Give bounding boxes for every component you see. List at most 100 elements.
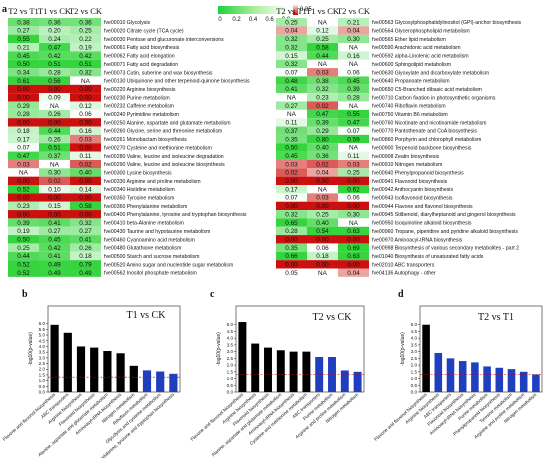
heatmap-cell xyxy=(70,26,101,35)
heatmap-cell-value: 0.25 xyxy=(316,36,329,43)
heatmap-cell xyxy=(39,235,70,244)
heatmap-cell-value: 0.26 xyxy=(48,111,61,118)
heatmap-cell-value: 0.55 xyxy=(17,36,30,43)
heatmap-cell xyxy=(8,134,39,144)
heatmap-cell xyxy=(70,51,101,60)
plot-frame xyxy=(419,305,543,393)
heatmap-cell-value: 0.24 xyxy=(48,36,61,43)
heatmap-cell xyxy=(70,268,101,277)
heatmap-cell xyxy=(338,260,369,269)
heatmap-cell xyxy=(8,193,39,202)
heatmap-cell xyxy=(338,243,369,252)
heatmap-cell-value: 0.28 xyxy=(17,111,30,118)
heatmap-cell xyxy=(307,101,338,110)
heatmap-cell xyxy=(307,210,338,219)
heatmap-cell xyxy=(8,218,39,227)
heatmap-cell-value: 0.61 xyxy=(17,78,30,85)
heatmap-row-label: fve00562 Inositol phosphate metabolism xyxy=(104,271,197,277)
heatmap-cell-value: 0.03 xyxy=(17,161,30,168)
heatmap-cell-value: 0.17 xyxy=(17,136,30,143)
heatmap-cell xyxy=(307,134,338,144)
heatmap-cell-value: 0.38 xyxy=(17,19,30,26)
bar-chart-t1-vs-ck: bT1 vs CK0.00.51.01.52.02.53.03.54.04.55… xyxy=(2,289,181,458)
heatmap-cell-value: 0.03 xyxy=(316,69,329,76)
heatmap-cell xyxy=(338,218,369,227)
heatmap-cell-value: 0.00 xyxy=(285,178,298,185)
heatmap-cell-value: 0.65 xyxy=(285,220,298,227)
heatmap-cell-value: NA xyxy=(318,19,328,26)
heatmap-row-label: fve00940 Phenylpropanoid biosynthesis xyxy=(372,170,464,176)
y-tick-label: 0.5 xyxy=(411,383,418,388)
heatmap-cell-value: 0.02 xyxy=(48,178,61,185)
heatmap-row-label: fve00330 Arginine and proline metabolism xyxy=(104,179,201,185)
heatmap-cell-value: 0.37 xyxy=(48,153,61,160)
heatmap-row-label: fve00520 Amino sugar and nucleotide suga… xyxy=(104,262,233,268)
heatmap-cell xyxy=(39,109,70,119)
heatmap-row-label: fve00564 Glycerophospholipid metabolism xyxy=(372,29,470,35)
heatmap-cell xyxy=(39,68,70,77)
heatmap-cell-value: 0.30 xyxy=(347,36,360,43)
heatmap-cell xyxy=(39,151,70,160)
heatmap-cell xyxy=(70,59,101,69)
heatmap-cell xyxy=(276,201,307,211)
bar xyxy=(532,374,540,392)
heatmap-cell xyxy=(8,151,39,160)
heatmap-cell-value: NA xyxy=(318,186,328,193)
heatmap-cell xyxy=(70,109,101,119)
heatmap-row-label: fve00770 Pantothenate and CoA biosynthes… xyxy=(372,129,477,135)
heatmap-cell-value: 0.06 xyxy=(347,195,360,202)
heatmap-cell-value: 0.09 xyxy=(48,95,61,102)
heatmap-cell-value: 0.00 xyxy=(285,262,298,269)
heatmap-cell-value: 0.02 xyxy=(79,161,92,168)
bar-chart-t2-vs-ck: c T2 vs CK 0.0 0.5 1.0 1.52.0 2.5 3.0 3.54.0 4.5 5… xyxy=(189,289,365,457)
heatmap-cell-value: NA xyxy=(50,103,60,110)
heatmap-cell xyxy=(39,34,70,44)
heatmap-cell xyxy=(8,26,39,35)
y-tick-label: 1.0 xyxy=(227,376,234,381)
heatmap-row-label: fve00430 Taurine and hypotaurine metabol… xyxy=(104,229,210,235)
heatmap-row-label: fve00270 Cysteine and methionine metabol… xyxy=(104,145,212,151)
heatmap-cell xyxy=(338,109,369,119)
heatmap-row-label: fve00908 Zeatin biosynthesis xyxy=(372,154,440,160)
heatmap-cell xyxy=(307,201,338,211)
heatmap-cell xyxy=(70,101,101,110)
heatmap-cell-value: 0.06 xyxy=(316,245,329,252)
heatmap-row-label: fve00240 Pyrimidine metabolism xyxy=(104,112,179,118)
heatmap-cell-value: 0.27 xyxy=(17,28,30,35)
heatmap-cell xyxy=(70,43,101,52)
bar xyxy=(353,371,362,392)
heatmap-cell xyxy=(276,134,307,144)
heatmap-cell-value: 0.00 xyxy=(347,203,360,210)
y-tick-label: 3.0 xyxy=(39,355,46,360)
heatmap-row-label: fve00950 Isoquinoline alkaloid biosynthe… xyxy=(372,221,472,227)
heatmap-cell xyxy=(8,226,39,236)
heatmap-cell xyxy=(39,51,70,60)
heatmap-cell xyxy=(338,59,369,69)
heatmap-row-label: fve00600 Sphingolipid metabolism xyxy=(372,62,451,68)
heatmap-column-header: T2 vs T1 xyxy=(8,6,39,16)
heatmap-row-label: fve00360 Phenylalanine metabolism xyxy=(104,204,187,210)
heatmap-cell xyxy=(39,159,70,169)
heatmap-cell xyxy=(70,260,101,269)
heatmap-cell-value: 0.39 xyxy=(347,86,360,93)
heatmap-row-label: fve00942 Anthocyanin biosynthesis xyxy=(372,187,453,193)
y-tick-label: 2.0 xyxy=(411,363,418,368)
heatmap-cell xyxy=(39,126,70,135)
heatmap-cell xyxy=(307,268,338,277)
heatmap-cell-value: 0.49 xyxy=(48,262,61,269)
heatmap-cell-value: 0.21 xyxy=(17,44,30,51)
heatmap-cell-value: 0.11 xyxy=(286,120,298,127)
heatmap-cell-value: 0.04 xyxy=(285,28,298,35)
heatmap-cell xyxy=(307,76,338,85)
legend-max-label: 0.05 xyxy=(300,7,312,13)
heatmap-row-label: fve00480 Glutathione metabolism xyxy=(104,246,181,252)
y-axis-label: -log10(p-value) xyxy=(216,332,222,366)
heatmap-cell-value: 0.00 xyxy=(79,145,92,152)
y-tick-label: 2.5 xyxy=(227,356,234,361)
heatmap-cell-value: 0.32 xyxy=(285,36,298,43)
y-tick-label: 4.5 xyxy=(411,329,418,334)
heatmap-cell xyxy=(276,118,307,127)
heatmap-cell-value: 0.07 xyxy=(285,69,298,76)
heatmap-cell-value: 0.12 xyxy=(79,103,92,110)
heatmap-cell-value: 0.25 xyxy=(285,19,298,26)
